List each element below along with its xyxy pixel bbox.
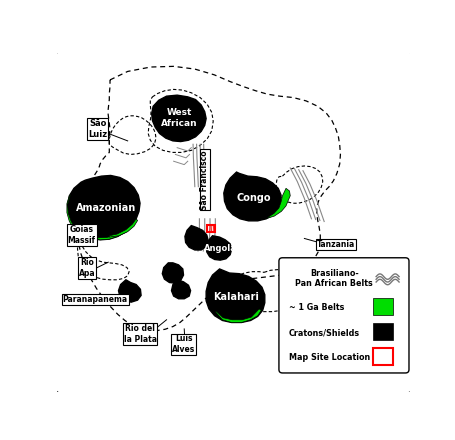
Polygon shape (67, 176, 140, 240)
Text: Brasiliano-
Pan African Belts: Brasiliano- Pan African Belts (294, 269, 372, 288)
Text: Tanzania: Tanzania (316, 240, 354, 249)
Polygon shape (152, 95, 206, 142)
FancyBboxPatch shape (55, 51, 411, 393)
Text: Congo: Congo (237, 194, 271, 203)
Text: West
African: West African (160, 109, 197, 128)
Bar (207, 225, 214, 232)
Polygon shape (162, 263, 183, 283)
Bar (372, 298, 392, 315)
Bar (372, 348, 392, 365)
Polygon shape (91, 225, 134, 240)
Text: Angola: Angola (203, 244, 236, 253)
Polygon shape (223, 172, 280, 221)
Text: Luis
Alves: Luis Alves (172, 334, 195, 354)
Text: Kalahari: Kalahari (213, 293, 259, 302)
Text: São Francisco: São Francisco (200, 150, 209, 210)
FancyBboxPatch shape (278, 258, 408, 373)
Text: Cratons/Shields: Cratons/Shields (288, 328, 359, 337)
Polygon shape (206, 236, 231, 260)
Text: Map Site Location: Map Site Location (288, 353, 369, 362)
Polygon shape (171, 280, 190, 299)
Bar (372, 323, 392, 340)
Polygon shape (265, 188, 290, 219)
Polygon shape (67, 195, 76, 230)
Polygon shape (215, 309, 261, 323)
Text: Rio
Apa: Rio Apa (79, 258, 95, 278)
Text: Amazonian: Amazonian (76, 203, 136, 213)
Text: Rio del
la Plata: Rio del la Plata (123, 324, 156, 344)
Text: São
Luiz: São Luiz (88, 119, 107, 139)
Text: ~ 1 Ga Belts: ~ 1 Ga Belts (288, 303, 344, 312)
Text: Paranapanema: Paranapanema (62, 295, 127, 304)
Text: Goias
Massif: Goias Massif (68, 225, 96, 245)
Polygon shape (206, 269, 264, 323)
Polygon shape (185, 226, 208, 250)
Polygon shape (109, 219, 137, 237)
Polygon shape (118, 280, 141, 302)
